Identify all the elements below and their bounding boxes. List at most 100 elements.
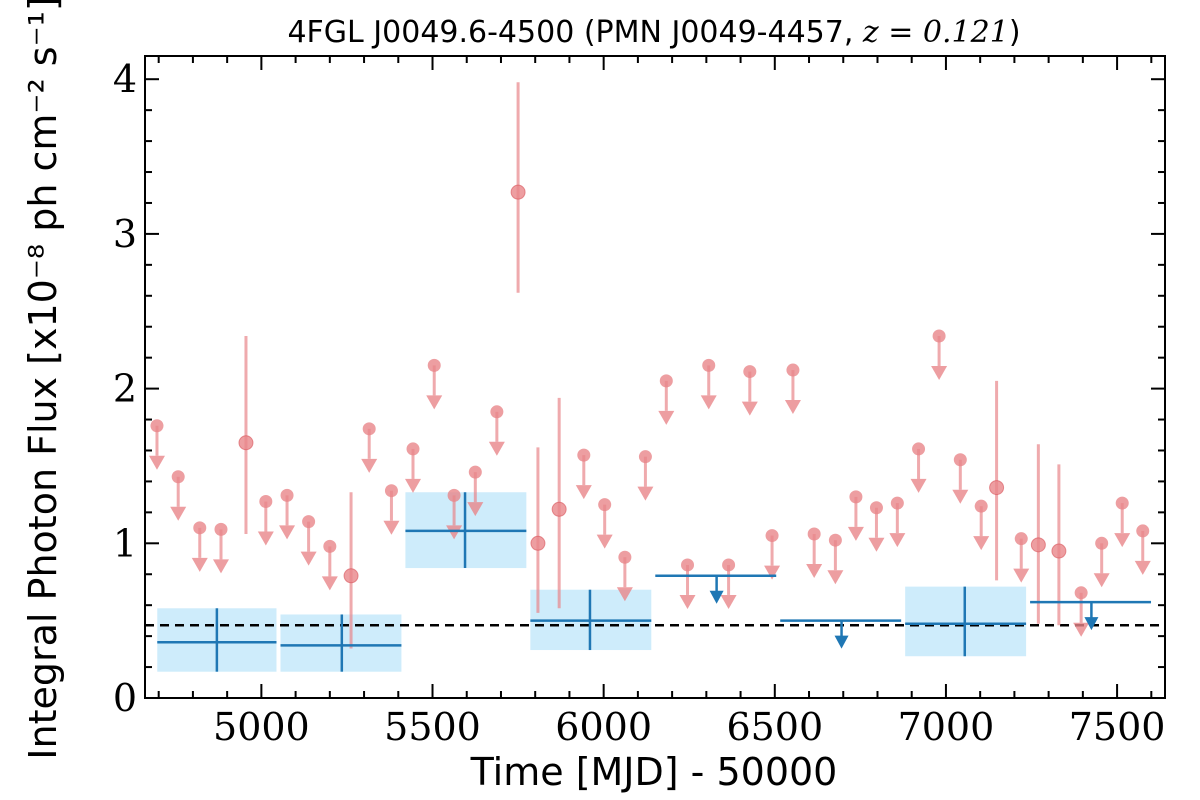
short-bin-marker-7 xyxy=(1051,543,1067,559)
short-bin-limit-arrow-16 xyxy=(596,534,613,549)
short-bin-marker-2 xyxy=(510,184,526,200)
short-bin-limit-arrow-35 xyxy=(1013,568,1030,583)
short-bin-upper-limit-3 xyxy=(212,522,229,574)
short-bin-limit-arrow-5 xyxy=(279,525,296,540)
x-tick-label-1: 5500 xyxy=(384,705,481,749)
short-bin-limit-marker-19 xyxy=(659,374,673,388)
short-bin-limit-arrow-33 xyxy=(952,489,969,504)
chart-title-suffix: ) xyxy=(1009,15,1021,50)
short-bin-limit-arrow-12 xyxy=(446,525,463,540)
short-bin-limit-arrow-0 xyxy=(148,455,165,470)
short-bin-limit-marker-21 xyxy=(702,358,716,372)
short-bin-limit-arrow-15 xyxy=(575,485,592,500)
short-bin-upper-limit-28 xyxy=(847,490,864,541)
short-bin-upper-limit-2 xyxy=(191,521,208,572)
short-bin-limit-marker-39 xyxy=(1136,524,1150,538)
plot-frame xyxy=(144,55,1166,699)
x-axis-label: Time [MJD] - 50000 xyxy=(470,750,838,794)
short-bin-limit-marker-6 xyxy=(302,515,316,529)
short-bin-limit-marker-28 xyxy=(849,490,863,504)
short-bin-upper-limit-38 xyxy=(1114,496,1131,548)
long-bin-point-2 xyxy=(405,492,527,569)
x-tick-label-5: 7500 xyxy=(1069,705,1166,749)
chart-title-prefix: 4FGL J0049.6-4500 (PMN J0049-4457, xyxy=(287,15,862,50)
short-bin-limit-arrow-23 xyxy=(741,401,758,416)
short-bin-upper-limit-26 xyxy=(806,527,823,579)
long-bin-series xyxy=(157,492,1152,672)
short-bin-upper-limit-18 xyxy=(637,450,654,501)
short-bin-limit-arrow-39 xyxy=(1134,560,1151,575)
short-bin-upper-limit-23 xyxy=(741,365,758,416)
short-bin-limit-arrow-2 xyxy=(191,557,208,572)
short-bin-limit-arrow-38 xyxy=(1114,533,1131,548)
long-bin-point-1 xyxy=(280,614,402,672)
short-bin-marker-1 xyxy=(343,568,359,584)
short-bin-limit-marker-11 xyxy=(427,358,441,372)
long-bin-point-3 xyxy=(530,589,652,651)
short-bin-upper-limit-17 xyxy=(616,550,633,602)
short-bin-limit-marker-8 xyxy=(362,422,376,436)
short-bin-limit-marker-22 xyxy=(722,558,736,572)
short-bin-upper-limit-21 xyxy=(700,358,717,410)
short-bin-point-4 xyxy=(551,397,567,609)
short-bin-limit-arrow-37 xyxy=(1093,573,1110,588)
short-bin-series xyxy=(148,82,1151,649)
short-bin-upper-limit-1 xyxy=(170,470,187,521)
x-tick-label-3: 6500 xyxy=(726,705,823,749)
short-bin-marker-6 xyxy=(1030,537,1046,553)
short-bin-limit-marker-15 xyxy=(577,448,591,462)
short-bin-limit-marker-30 xyxy=(890,496,904,510)
short-bin-upper-limit-39 xyxy=(1134,524,1151,575)
short-bin-upper-limit-0 xyxy=(148,419,165,470)
long-bin-upper-limit-1 xyxy=(780,619,902,649)
short-bin-upper-limit-27 xyxy=(827,533,844,585)
short-bin-limit-marker-10 xyxy=(406,442,420,456)
short-bin-upper-limit-37 xyxy=(1093,536,1110,588)
short-bin-limit-arrow-11 xyxy=(426,395,443,410)
short-bin-upper-limit-13 xyxy=(467,465,484,517)
short-bin-limit-marker-3 xyxy=(214,522,228,536)
short-bin-upper-limit-32 xyxy=(931,329,948,381)
long-bin-limit-arrow-1 xyxy=(834,635,849,649)
long-bin-limit-arrow-2 xyxy=(1084,617,1099,631)
short-bin-limit-arrow-36 xyxy=(1073,622,1090,637)
short-bin-upper-limit-14 xyxy=(488,405,505,456)
x-tick-label-0: 5000 xyxy=(213,705,310,749)
short-bin-limit-arrow-14 xyxy=(488,441,505,456)
short-bin-upper-limit-19 xyxy=(658,374,675,425)
short-bin-upper-limit-6 xyxy=(300,515,317,566)
short-bin-upper-limit-7 xyxy=(321,539,338,591)
short-bin-limit-arrow-9 xyxy=(383,520,400,535)
short-bin-limit-arrow-21 xyxy=(700,395,717,410)
short-bin-limit-marker-18 xyxy=(638,450,652,464)
short-bin-upper-limit-30 xyxy=(889,496,906,548)
short-bin-limit-marker-24 xyxy=(765,529,779,543)
short-bin-limit-arrow-26 xyxy=(806,564,823,579)
long-bin-upper-limit-2 xyxy=(1030,600,1152,631)
short-bin-limit-marker-27 xyxy=(828,533,842,547)
short-bin-limit-marker-17 xyxy=(618,550,632,564)
short-bin-point-3 xyxy=(530,447,546,613)
short-bin-upper-limit-9 xyxy=(383,484,400,535)
long-bin-point-0 xyxy=(157,608,277,672)
short-bin-point-1 xyxy=(343,492,359,649)
short-bin-limit-marker-9 xyxy=(384,484,398,498)
short-bin-limit-marker-2 xyxy=(193,521,207,535)
short-bin-limit-arrow-3 xyxy=(212,559,229,574)
short-bin-limit-marker-4 xyxy=(259,495,273,509)
x-tick-label-2: 6000 xyxy=(555,705,652,749)
short-bin-limit-marker-5 xyxy=(280,488,294,502)
y-tick-label-0: 0 xyxy=(113,676,137,720)
short-bin-upper-limit-31 xyxy=(910,442,927,493)
short-bin-limit-arrow-17 xyxy=(616,587,633,602)
short-bin-limit-marker-32 xyxy=(932,329,946,343)
short-bin-limit-arrow-34 xyxy=(973,536,990,551)
short-bin-marker-0 xyxy=(238,435,254,451)
short-bin-upper-limit-15 xyxy=(575,448,592,500)
y-tick-label-3: 3 xyxy=(113,212,137,256)
short-bin-upper-limit-5 xyxy=(279,488,296,540)
axis-ticks: 5000 5500 6000 6500 7000 7500 0 1 2 3 4 xyxy=(113,56,1166,749)
short-bin-point-5 xyxy=(989,380,1005,581)
short-bin-limit-arrow-24 xyxy=(764,565,781,580)
short-bin-limit-arrow-20 xyxy=(679,594,696,609)
